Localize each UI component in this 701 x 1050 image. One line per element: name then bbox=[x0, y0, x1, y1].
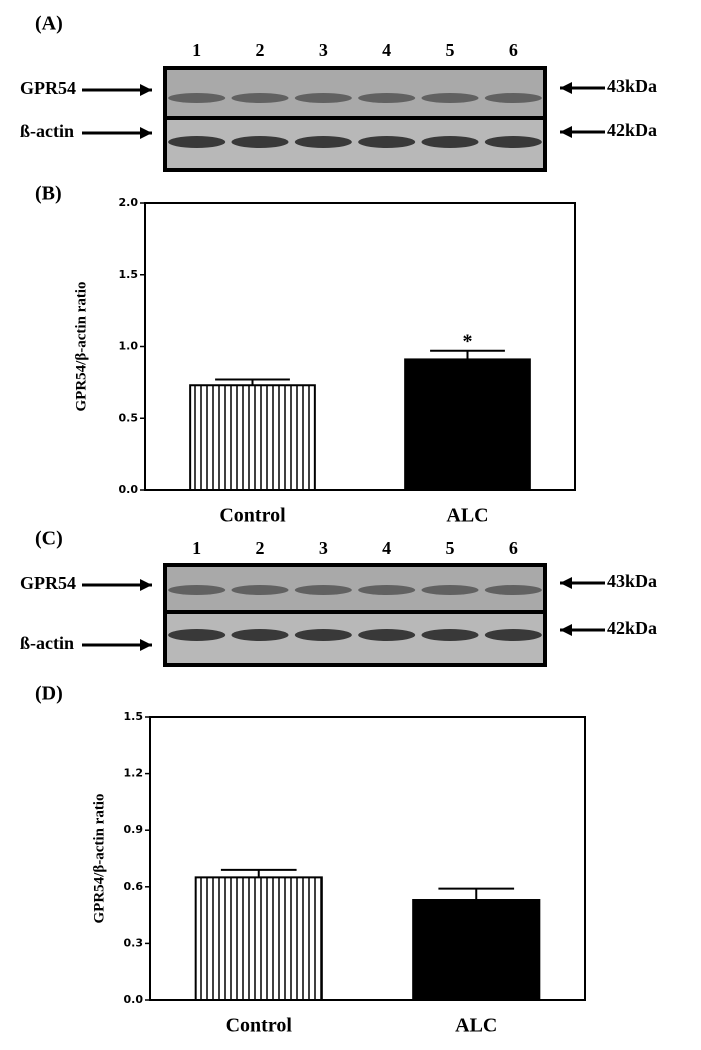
blot-frame bbox=[163, 116, 547, 172]
arrow-head bbox=[560, 624, 572, 636]
blot-band bbox=[231, 629, 289, 641]
panel-label: (B) bbox=[35, 183, 62, 205]
row-label: GPR54 bbox=[20, 573, 76, 593]
lane-label: 2 bbox=[256, 40, 265, 60]
y-tick-label: 0.3 bbox=[124, 936, 144, 949]
blot-band bbox=[358, 629, 416, 641]
lane-label: 3 bbox=[319, 538, 328, 558]
blot-band bbox=[358, 136, 416, 148]
lane-label: 1 bbox=[192, 538, 201, 558]
x-tick-label: Control bbox=[226, 1015, 293, 1037]
panel-label: (A) bbox=[35, 13, 63, 35]
y-tick-label: 0.9 bbox=[124, 823, 144, 836]
y-axis-label: GPR54/β-actin ratio bbox=[91, 794, 107, 924]
blot-band bbox=[168, 136, 226, 148]
blot-band bbox=[294, 136, 352, 148]
blot-band bbox=[294, 93, 352, 103]
blot-background bbox=[165, 118, 545, 170]
size-label: 42kDa bbox=[607, 120, 657, 140]
x-tick-label: Control bbox=[219, 505, 286, 527]
blot-band bbox=[231, 136, 289, 148]
plot-frame bbox=[149, 716, 586, 1001]
x-tick-label: ALC bbox=[455, 1015, 497, 1037]
blot-band bbox=[294, 585, 352, 595]
annotation: * bbox=[463, 330, 473, 352]
size-label: 43kDa bbox=[607, 76, 657, 96]
lane-label: 4 bbox=[382, 40, 391, 60]
bar bbox=[189, 384, 316, 491]
bar bbox=[404, 358, 531, 492]
blot-frame bbox=[163, 610, 547, 667]
y-axis-label: GPR54/β-actin ratio bbox=[73, 282, 89, 412]
y-tick-label: 1.2 bbox=[124, 767, 144, 780]
lane-label: 2 bbox=[256, 538, 265, 558]
blot-band bbox=[484, 136, 542, 148]
arrow-head bbox=[140, 127, 152, 139]
blot-band bbox=[168, 585, 226, 595]
blot-background bbox=[165, 68, 545, 118]
arrow-head bbox=[560, 82, 572, 94]
blot-band bbox=[231, 93, 289, 103]
blot-band bbox=[421, 585, 479, 595]
y-tick-label: 0.0 bbox=[124, 993, 144, 1006]
bar bbox=[194, 876, 323, 1001]
blot-band bbox=[421, 136, 479, 148]
y-tick-label: 2.0 bbox=[119, 196, 139, 209]
arrow-head bbox=[140, 639, 152, 651]
blot-band bbox=[484, 585, 542, 595]
lane-label: 3 bbox=[319, 40, 328, 60]
lane-label: 5 bbox=[446, 538, 455, 558]
plot-frame bbox=[144, 202, 576, 491]
blot-band bbox=[358, 585, 416, 595]
blot-band bbox=[231, 585, 289, 595]
panel-label: (C) bbox=[35, 528, 63, 550]
panel-label: (D) bbox=[35, 683, 63, 705]
row-label: GPR54 bbox=[20, 78, 76, 98]
blot-band bbox=[168, 629, 226, 641]
blot-background bbox=[165, 565, 545, 612]
y-tick-label: 0.5 bbox=[119, 411, 139, 424]
row-label: ß-actin bbox=[20, 633, 74, 653]
blot-band bbox=[294, 629, 352, 641]
y-tick-label: 0.6 bbox=[124, 880, 144, 893]
lane-label: 1 bbox=[192, 40, 201, 60]
size-label: 43kDa bbox=[607, 571, 657, 591]
y-tick-label: 1.5 bbox=[119, 268, 139, 281]
x-tick-label: ALC bbox=[446, 505, 488, 527]
arrow-head bbox=[560, 577, 572, 589]
arrow-head bbox=[140, 84, 152, 96]
blot-band bbox=[484, 629, 542, 641]
blot-band bbox=[168, 93, 226, 103]
lane-label: 4 bbox=[382, 538, 391, 558]
blot-band bbox=[484, 93, 542, 103]
blot-band bbox=[358, 93, 416, 103]
blot-band bbox=[421, 93, 479, 103]
blot-band bbox=[421, 629, 479, 641]
blot-background bbox=[165, 612, 545, 665]
y-tick-label: 1.5 bbox=[124, 710, 144, 723]
lane-label: 6 bbox=[509, 538, 518, 558]
row-label: ß-actin bbox=[20, 121, 74, 141]
size-label: 42kDa bbox=[607, 618, 657, 638]
arrow-head bbox=[560, 126, 572, 138]
y-tick-label: 1.0 bbox=[119, 340, 139, 353]
bar bbox=[412, 899, 541, 1001]
lane-label: 5 bbox=[446, 40, 455, 60]
arrow-head bbox=[140, 579, 152, 591]
lane-label: 6 bbox=[509, 40, 518, 60]
y-tick-label: 0.0 bbox=[119, 483, 139, 496]
